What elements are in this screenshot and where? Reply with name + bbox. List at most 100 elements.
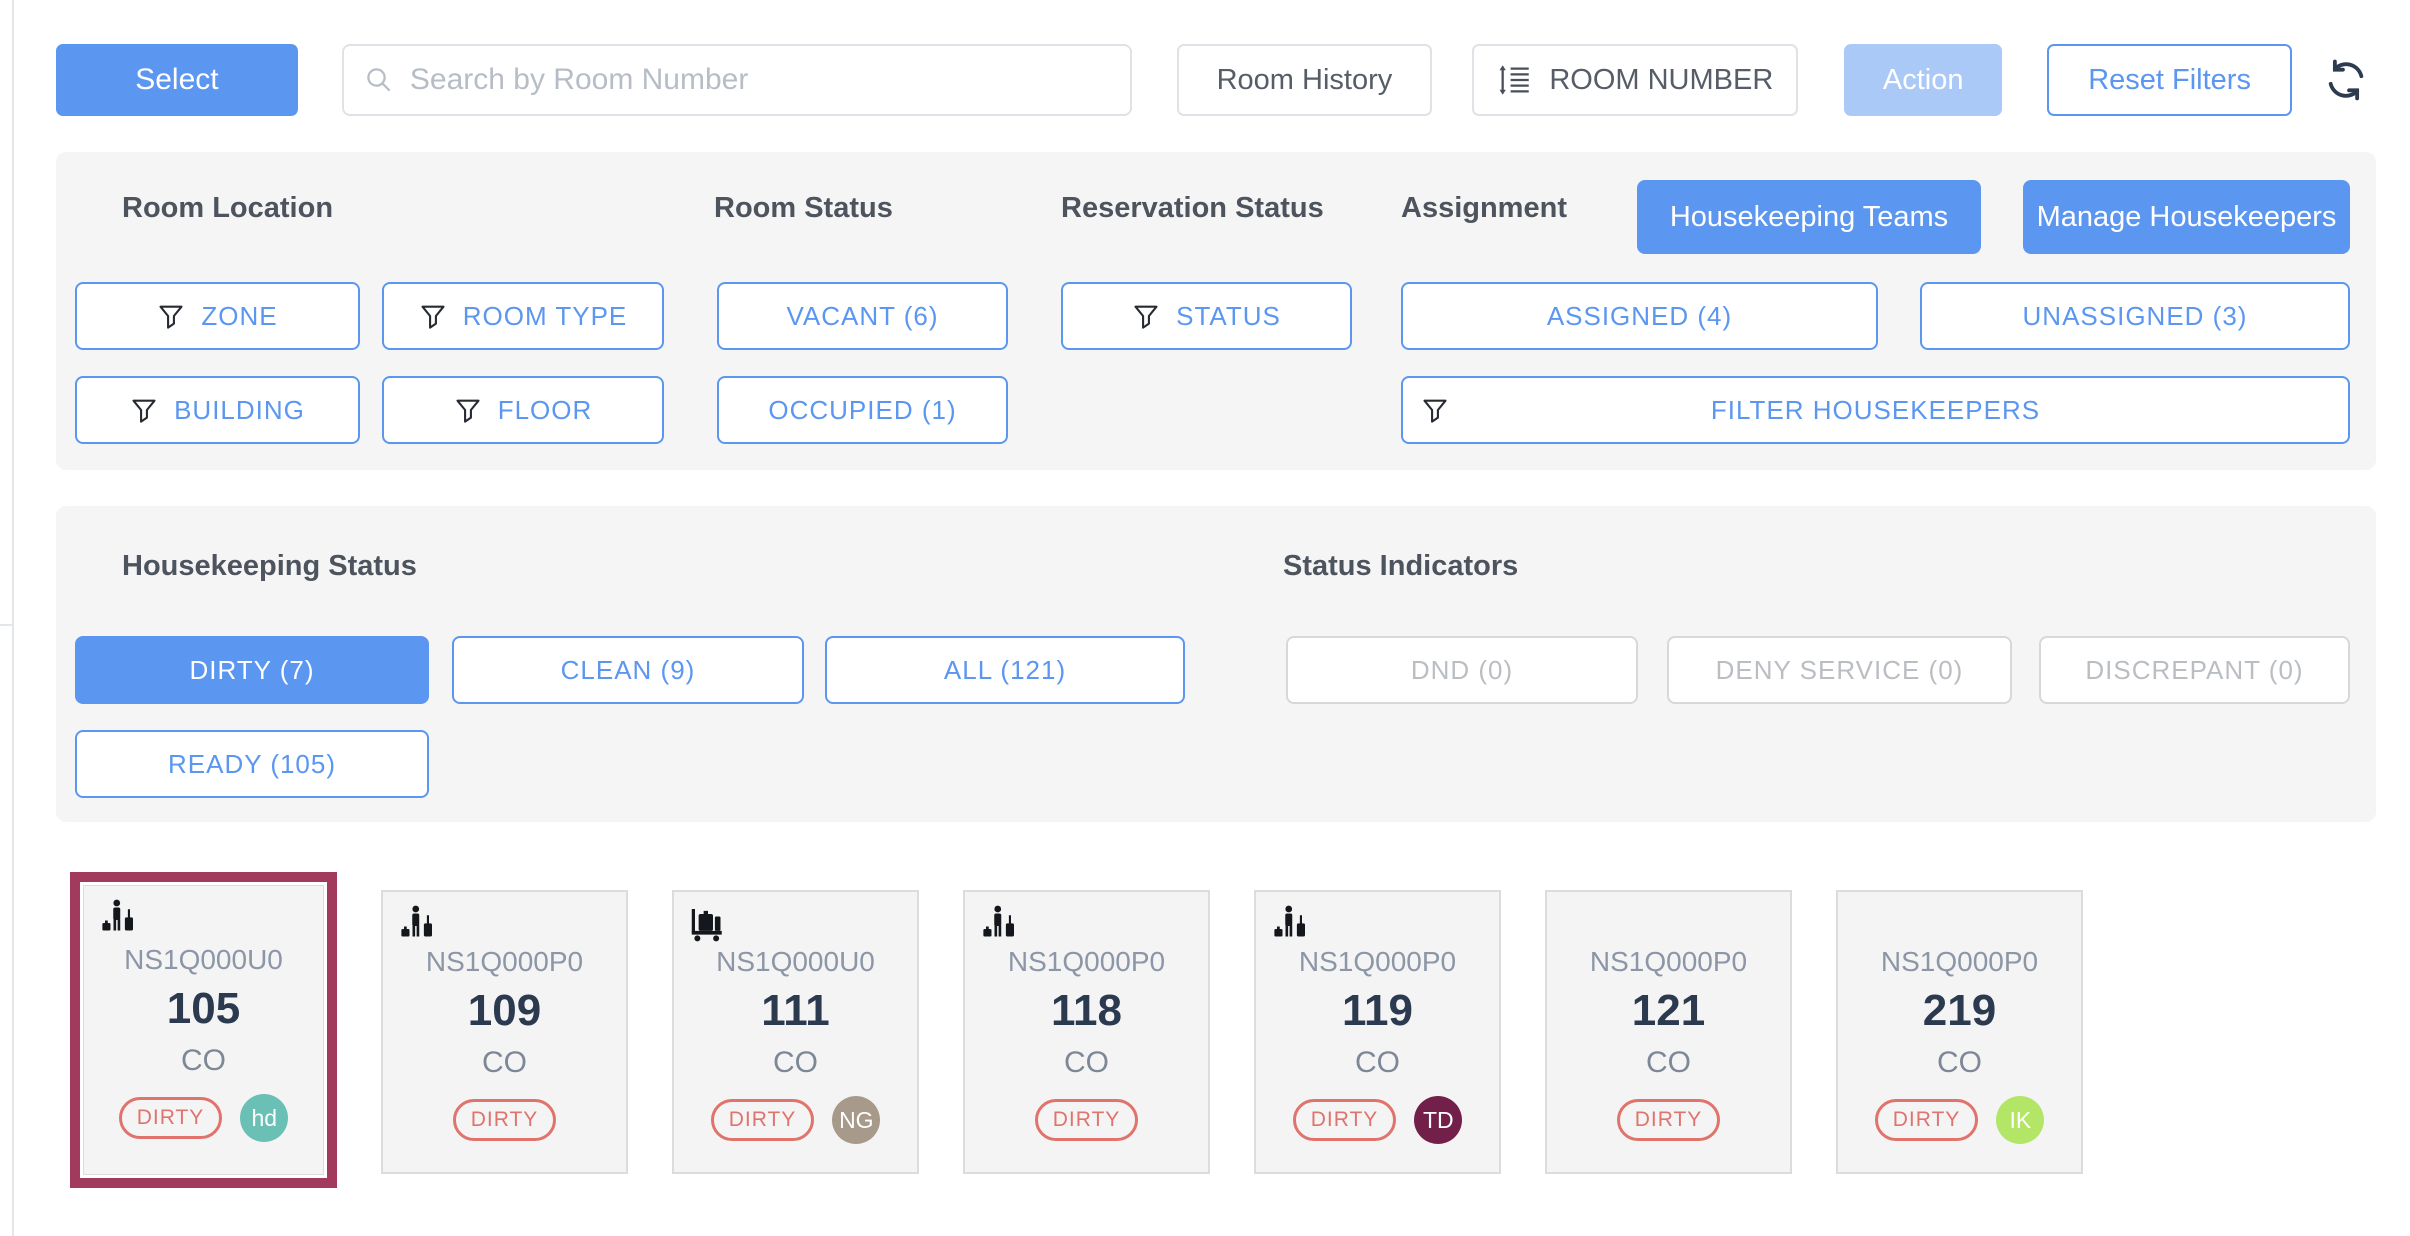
room-type: NS1Q000P0 bbox=[1007, 946, 1166, 977]
manage-housekeepers-button[interactable]: Manage Housekeepers bbox=[2023, 180, 2350, 254]
room-type: NS1Q000P0 bbox=[1880, 946, 2039, 977]
guest-departure-icon bbox=[1270, 904, 1310, 949]
status-filter-label: STATUS bbox=[1176, 300, 1281, 331]
room-type: NS1Q000P0 bbox=[425, 946, 584, 977]
zone-filter-label: ZONE bbox=[201, 300, 278, 331]
room-type-filter-button[interactable]: ROOM TYPE bbox=[382, 282, 664, 350]
room-history-button[interactable]: Room History bbox=[1176, 44, 1433, 116]
reservation-code: CO bbox=[482, 1046, 527, 1079]
dirty-status-badge: DIRTY bbox=[1616, 1099, 1721, 1141]
housekeeper-badge[interactable]: hd bbox=[240, 1094, 289, 1142]
room-card-selected[interactable]: NS1Q000U0 105 CO DIRTY hd bbox=[70, 872, 337, 1188]
room-card[interactable]: NS1Q000P0 109 CO DIRTY bbox=[381, 890, 628, 1174]
filters-panel: Room Location Room Status Reservation St… bbox=[56, 152, 2376, 470]
building-filter-label: BUILDING bbox=[174, 394, 305, 425]
dirty-filter-button[interactable]: DIRTY (7) bbox=[75, 636, 429, 704]
sort-icon bbox=[1499, 65, 1530, 95]
occupied-filter-button[interactable]: OCCUPIED (1) bbox=[717, 376, 1008, 444]
zone-filter-button[interactable]: ZONE bbox=[75, 282, 360, 350]
luggage-cart-icon bbox=[688, 904, 728, 949]
unassigned-filter-button[interactable]: UNASSIGNED (3) bbox=[1920, 282, 2350, 350]
housekeeping-status-panel: Housekeeping Status Status Indicators DI… bbox=[56, 506, 2376, 822]
funnel-icon bbox=[1423, 399, 1447, 423]
floor-filter-label: FLOOR bbox=[497, 394, 593, 425]
reset-filters-button[interactable]: Reset Filters bbox=[2047, 44, 2293, 116]
floor-filter-button[interactable]: FLOOR bbox=[382, 376, 664, 444]
search-box[interactable] bbox=[341, 44, 1132, 116]
vacant-filter-button[interactable]: VACANT (6) bbox=[717, 282, 1008, 350]
housekeeper-badge[interactable]: NG bbox=[832, 1096, 881, 1144]
status-indicators-title: Status Indicators bbox=[1283, 550, 1519, 582]
refresh-icon bbox=[2328, 59, 2364, 101]
guest-departure-icon bbox=[397, 904, 437, 949]
room-status-title: Room Status bbox=[714, 192, 893, 224]
room-card-list: NS1Q000U0 105 CO DIRTY hd bbox=[56, 872, 2376, 1188]
room-card[interactable]: NS1Q000P0 219 CO DIRTY IK bbox=[1836, 890, 2083, 1174]
guest-departure-icon bbox=[979, 904, 1019, 949]
dnd-filter-button[interactable]: DND (0) bbox=[1286, 636, 1638, 704]
reservation-code: CO bbox=[1064, 1046, 1109, 1079]
ready-filter-button[interactable]: READY (105) bbox=[75, 730, 429, 798]
dirty-status-badge: DIRTY bbox=[1874, 1099, 1979, 1141]
reservation-code: CO bbox=[1646, 1046, 1691, 1079]
guest-departure-icon bbox=[98, 898, 138, 943]
search-input[interactable] bbox=[407, 62, 1110, 98]
room-card[interactable]: NS1Q000P0 119 CO DIRTY TD bbox=[1254, 890, 1501, 1174]
sidebar-edge-divider bbox=[0, 624, 14, 626]
funnel-icon bbox=[1134, 305, 1158, 329]
dirty-status-badge: DIRTY bbox=[452, 1099, 557, 1141]
room-number: 118 bbox=[1051, 986, 1122, 1035]
housekeeping-teams-button[interactable]: Housekeeping Teams bbox=[1637, 180, 1981, 254]
room-card[interactable]: NS1Q000U0 111 CO DIRTY NG bbox=[672, 890, 919, 1174]
room-type: NS1Q000U0 bbox=[716, 946, 875, 977]
room-number: 105 bbox=[166, 984, 241, 1033]
room-number: 121 bbox=[1631, 986, 1706, 1035]
reservation-code: CO bbox=[773, 1046, 818, 1079]
sidebar-edge bbox=[12, 0, 14, 1236]
reservation-code: CO bbox=[181, 1044, 226, 1077]
room-card[interactable]: NS1Q000P0 118 CO DIRTY bbox=[963, 890, 1210, 1174]
reservation-status-title: Reservation Status bbox=[1061, 192, 1324, 224]
filter-housekeepers-button[interactable]: FILTER HOUSEKEEPERS bbox=[1401, 376, 2350, 444]
assigned-filter-button[interactable]: ASSIGNED (4) bbox=[1401, 282, 1878, 350]
housekeeper-badge[interactable]: TD bbox=[1414, 1096, 1463, 1144]
toolbar: Select Room History bbox=[56, 44, 2376, 116]
room-number: 119 bbox=[1342, 986, 1413, 1035]
dirty-status-badge: DIRTY bbox=[1292, 1099, 1397, 1141]
room-location-title: Room Location bbox=[122, 192, 334, 224]
dirty-status-badge: DIRTY bbox=[1034, 1099, 1139, 1141]
search-icon bbox=[367, 68, 391, 92]
deny-service-filter-button[interactable]: DENY SERVICE (0) bbox=[1667, 636, 2012, 704]
room-type: NS1Q000P0 bbox=[1298, 946, 1457, 977]
room-type: NS1Q000U0 bbox=[124, 944, 283, 975]
discrepant-filter-button[interactable]: DISCREPANT (0) bbox=[2039, 636, 2350, 704]
room-card[interactable]: NS1Q000U0 105 CO DIRTY hd bbox=[83, 885, 324, 1175]
assignment-title: Assignment bbox=[1401, 192, 1567, 224]
sort-by-label: ROOM NUMBER bbox=[1549, 63, 1774, 96]
reservation-code: CO bbox=[1937, 1046, 1982, 1079]
room-number: 111 bbox=[761, 986, 830, 1035]
room-number: 109 bbox=[467, 986, 542, 1035]
funnel-icon bbox=[421, 305, 445, 329]
select-button[interactable]: Select bbox=[56, 44, 298, 116]
funnel-icon bbox=[132, 399, 156, 423]
funnel-icon bbox=[159, 305, 183, 329]
filter-housekeepers-label: FILTER HOUSEKEEPERS bbox=[1710, 394, 2041, 425]
all-filter-button[interactable]: ALL (121) bbox=[825, 636, 1185, 704]
dirty-status-badge: DIRTY bbox=[710, 1099, 815, 1141]
action-button[interactable]: Action bbox=[1844, 44, 2003, 116]
sort-by-button[interactable]: ROOM NUMBER bbox=[1472, 44, 1799, 116]
room-number: 219 bbox=[1922, 986, 1997, 1035]
clean-filter-button[interactable]: CLEAN (9) bbox=[452, 636, 804, 704]
room-type-filter-label: ROOM TYPE bbox=[462, 300, 628, 331]
housekeeper-badge[interactable]: IK bbox=[1996, 1096, 2045, 1144]
refresh-button[interactable] bbox=[2316, 44, 2376, 116]
reservation-status-filter-button[interactable]: STATUS bbox=[1061, 282, 1352, 350]
room-card[interactable]: NS1Q000P0 121 CO DIRTY bbox=[1545, 890, 1792, 1174]
funnel-icon bbox=[456, 399, 480, 423]
room-type: NS1Q000P0 bbox=[1589, 946, 1748, 977]
building-filter-button[interactable]: BUILDING bbox=[75, 376, 360, 444]
reservation-code: CO bbox=[1355, 1046, 1400, 1079]
dirty-status-badge: DIRTY bbox=[118, 1097, 223, 1139]
